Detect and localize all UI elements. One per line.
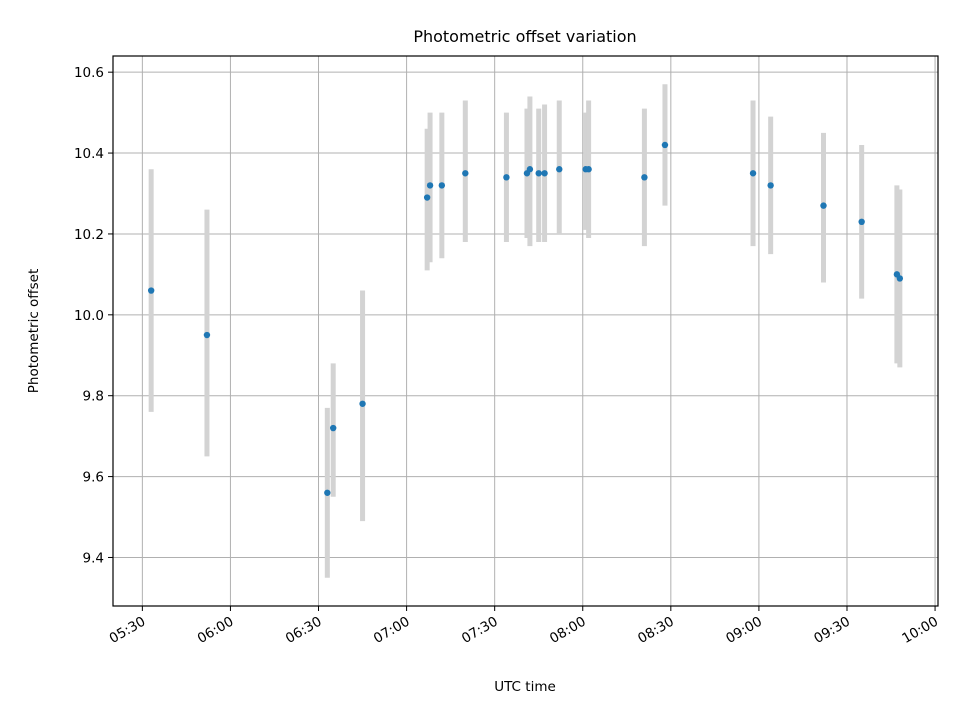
y-tick-label: 9.8 — [83, 389, 104, 405]
y-tick-label: 10.4 — [74, 146, 104, 162]
data-point — [438, 182, 446, 189]
data-point — [526, 166, 534, 173]
x-tick-label: 09:30 — [811, 614, 853, 647]
data-point — [423, 194, 431, 201]
data-point — [329, 424, 337, 432]
x-tick-label: 07:30 — [459, 614, 501, 647]
x-axis-label: UTC time — [494, 679, 556, 695]
data-point — [858, 218, 865, 226]
data-point — [324, 489, 331, 496]
data-point — [503, 174, 510, 181]
data-point — [896, 275, 904, 282]
data-point — [203, 331, 211, 339]
data-point — [426, 182, 434, 189]
x-tick-label: 07:00 — [371, 614, 413, 647]
x-tick-label: 09:00 — [723, 614, 765, 647]
grid-layer — [113, 56, 938, 606]
point-layer — [147, 141, 904, 496]
y-tick-label: 9.4 — [83, 550, 104, 566]
data-point — [661, 141, 669, 149]
data-point — [147, 287, 155, 294]
y-tick-label: 10.2 — [74, 227, 104, 243]
data-point — [585, 166, 592, 173]
y-axis-label: Photometric offset — [26, 269, 42, 393]
error-bar-layer — [148, 84, 903, 578]
data-point — [749, 170, 757, 177]
data-point — [535, 170, 542, 177]
x-tick-label: 06:30 — [283, 614, 325, 647]
y-tick-label: 10.0 — [74, 308, 104, 324]
data-point — [462, 170, 469, 177]
x-tick-label: 10:00 — [899, 614, 941, 647]
data-point — [767, 182, 774, 189]
x-tick-label: 08:30 — [635, 614, 677, 647]
data-point — [541, 170, 548, 177]
x-tick-label: 06:00 — [195, 614, 237, 647]
data-point — [641, 174, 648, 181]
x-tick-label: 05:30 — [107, 614, 149, 647]
data-point — [556, 166, 563, 173]
data-point — [359, 400, 366, 407]
x-tick-label: 08:00 — [547, 614, 589, 647]
chart-title: Photometric offset variation — [413, 27, 636, 46]
data-point — [820, 202, 827, 209]
y-tick-label: 10.6 — [74, 65, 104, 81]
y-tick-label: 9.6 — [83, 470, 104, 486]
plot-frame — [112, 55, 939, 607]
